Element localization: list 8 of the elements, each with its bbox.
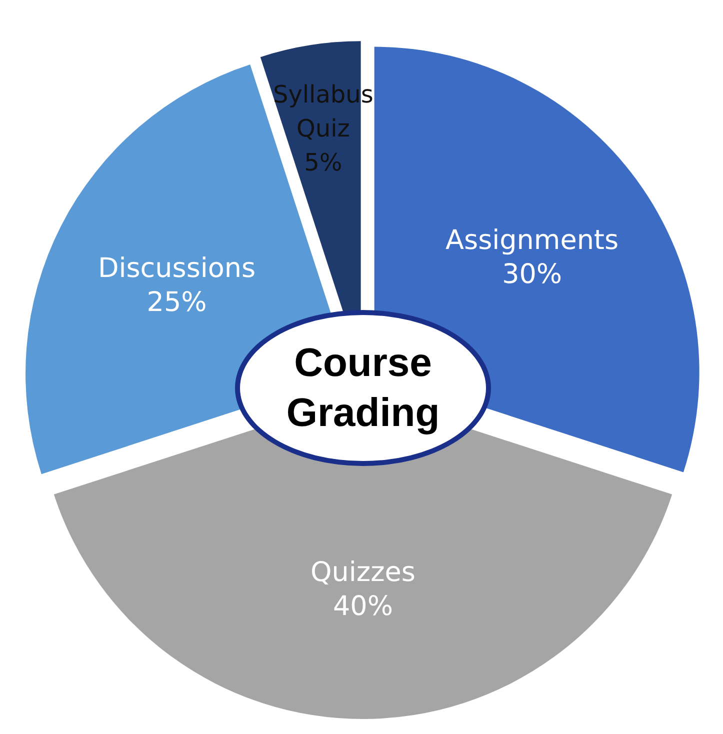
slice-label: Quizzes xyxy=(310,556,416,588)
data-label: 25% xyxy=(146,286,207,318)
text: Course Grading xyxy=(235,310,491,466)
data-label: 40% xyxy=(332,590,394,622)
data-label: 5% xyxy=(304,148,342,177)
slice-label: Assignments xyxy=(446,224,619,256)
data-label: 30% xyxy=(502,258,562,290)
slice-label: Discussions xyxy=(98,252,256,284)
